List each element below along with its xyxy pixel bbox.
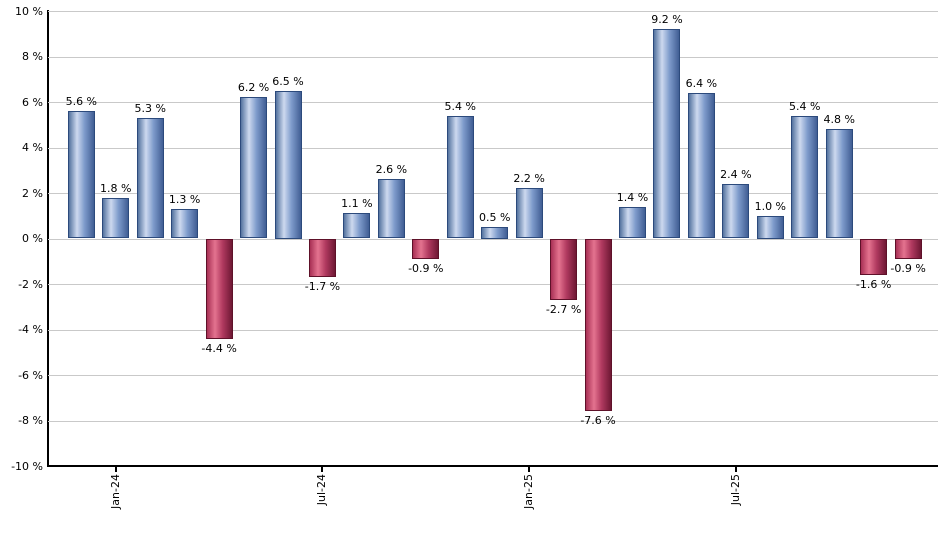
negative-bar <box>308 238 336 278</box>
y-axis-tick-label: -4 % <box>18 323 43 336</box>
gridline <box>48 375 938 376</box>
gridline <box>48 102 938 103</box>
bar-value-label: 4.8 % <box>823 113 855 127</box>
x-axis-tick-label: Jul-25 <box>728 474 742 506</box>
bar-value-label: -0.9 % <box>890 261 926 275</box>
positive-bar <box>687 92 715 239</box>
positive-bar <box>240 97 268 239</box>
bar-value-label: 5.6 % <box>65 95 98 109</box>
bar-value-label: -0.9 % <box>408 261 444 275</box>
positive-bar <box>102 197 130 239</box>
y-axis-tick-label: -10 % <box>11 459 43 473</box>
bar-value-label: 2.6 % <box>375 163 408 177</box>
positive-bar <box>343 213 371 239</box>
bar-value-label: -2.7 % <box>545 302 582 316</box>
x-axis-tick <box>734 466 737 472</box>
x-axis-tick <box>528 466 531 472</box>
positive-bar <box>136 117 164 239</box>
positive-bar <box>446 115 474 239</box>
bar-value-label: 5.3 % <box>134 101 166 115</box>
positive-bar <box>722 183 750 239</box>
positive-bar <box>67 111 95 239</box>
bar-value-label: -4.4 % <box>201 341 237 355</box>
x-axis-line <box>47 465 938 467</box>
positive-bar <box>515 188 543 239</box>
bar-value-label: 2.2 % <box>513 172 545 186</box>
x-axis-tick <box>114 466 117 472</box>
positive-bar <box>274 90 302 239</box>
positive-bar <box>377 179 405 239</box>
bar-value-label: 5.4 % <box>789 99 821 113</box>
gridline <box>48 11 938 12</box>
x-axis-tick-label: Jan-25 <box>522 474 536 509</box>
bar-value-label: 2.4 % <box>720 167 752 181</box>
positive-bar <box>791 115 819 239</box>
gridline <box>48 330 938 331</box>
gridline <box>48 148 938 149</box>
gridline <box>48 421 938 422</box>
y-axis-tick-label: -2 % <box>18 277 43 291</box>
y-axis-tick-label: 6 % <box>22 95 43 109</box>
bar-value-label: -1.7 % <box>304 280 341 294</box>
negative-bar <box>584 238 612 412</box>
bar-value-label: -7.6 % <box>580 414 616 428</box>
y-axis-tick-label: 4 % <box>22 141 43 154</box>
bar-value-label: -1.6 % <box>855 277 892 291</box>
bar-value-label: 5.4 % <box>444 99 476 113</box>
bar-value-label: 1.4 % <box>616 190 649 204</box>
positive-bar <box>619 206 646 239</box>
bar-value-label: 0.5 % <box>478 211 511 225</box>
gridline <box>48 239 938 240</box>
y-axis-tick-label: 8 % <box>22 50 43 63</box>
y-axis-tick-label: 0 % <box>22 232 43 245</box>
gridline <box>48 57 938 58</box>
positive-bar <box>653 29 681 239</box>
bar-value-label: 1.3 % <box>168 192 201 206</box>
bar-value-label: 1.8 % <box>100 181 132 195</box>
x-axis-tick-label: Jul-24 <box>315 474 329 506</box>
negative-bar <box>205 238 233 339</box>
x-axis-tick-label: Jan-24 <box>108 474 122 509</box>
gridline <box>48 193 938 194</box>
positive-bar <box>756 215 784 239</box>
bar-value-label: 6.5 % <box>272 74 304 88</box>
bar-value-label: 1.0 % <box>754 199 787 213</box>
y-axis-line <box>47 10 49 467</box>
y-axis-tick-label: 10 % <box>15 4 43 18</box>
bar-value-label: 6.2 % <box>237 81 270 95</box>
positive-bar <box>171 208 199 239</box>
negative-bar <box>894 238 922 259</box>
y-axis-tick-label: -8 % <box>18 414 43 427</box>
y-axis-tick-label: 2 % <box>22 186 43 200</box>
positive-bar <box>481 227 509 239</box>
negative-bar <box>412 238 440 259</box>
positive-bar <box>825 129 853 239</box>
y-axis-tick-label: -6 % <box>18 368 43 382</box>
gridline <box>48 284 938 285</box>
bar-value-label: 1.1 % <box>341 197 373 211</box>
bar-value-label: 6.4 % <box>685 76 718 90</box>
negative-bar <box>860 238 888 275</box>
x-axis-tick <box>321 466 324 472</box>
negative-bar <box>550 238 578 300</box>
bar-value-label: 9.2 % <box>651 13 683 27</box>
